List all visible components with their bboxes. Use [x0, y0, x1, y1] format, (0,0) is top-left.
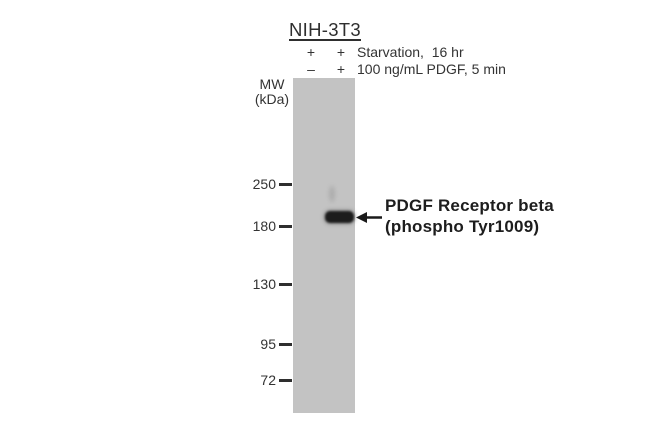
condition-label-starvation: Starvation, 16 hr — [357, 44, 464, 60]
cell-line-title: NIH-3T3 — [289, 19, 361, 40]
mw-unit-label: (kDa) — [254, 91, 290, 107]
lane1-sign-starvation: + — [306, 44, 316, 60]
lane2-sign-starvation: + — [336, 44, 346, 60]
mw-tick-180 — [279, 225, 292, 228]
mw-tick-130 — [279, 283, 292, 286]
mw-tick-72 — [279, 379, 292, 382]
mw-tick-95 — [279, 343, 292, 346]
mw-marker-250: 250 — [252, 176, 276, 192]
mw-label: MW — [259, 76, 285, 92]
band-annotation-line2: (phospho Tyr1009) — [385, 217, 540, 236]
mw-tick-250 — [279, 183, 292, 186]
condition-row-pdgf: – + 100 ng/mL PDGF, 5 min — [0, 62, 650, 78]
mw-marker-95: 95 — [260, 336, 276, 352]
protein-band — [325, 211, 354, 223]
gel-lane — [293, 78, 355, 413]
mw-marker-130: 130 — [252, 276, 276, 292]
mw-axis-title: MW (kDa) — [246, 77, 298, 107]
lane2-sign-pdgf: + — [336, 61, 346, 77]
mw-marker-180: 180 — [252, 218, 276, 234]
band-annotation: PDGF Receptor beta (phospho Tyr1009) — [385, 195, 554, 237]
left-arrow-icon — [356, 212, 382, 223]
condition-label-pdgf: 100 ng/mL PDGF, 5 min — [357, 61, 506, 77]
condition-row-starvation: + + Starvation, 16 hr — [0, 45, 650, 61]
mw-marker-72: 72 — [260, 372, 276, 388]
faint-band-smudge — [329, 186, 335, 202]
band-annotation-line1: PDGF Receptor beta — [385, 196, 554, 215]
lane1-sign-pdgf: – — [307, 61, 315, 77]
